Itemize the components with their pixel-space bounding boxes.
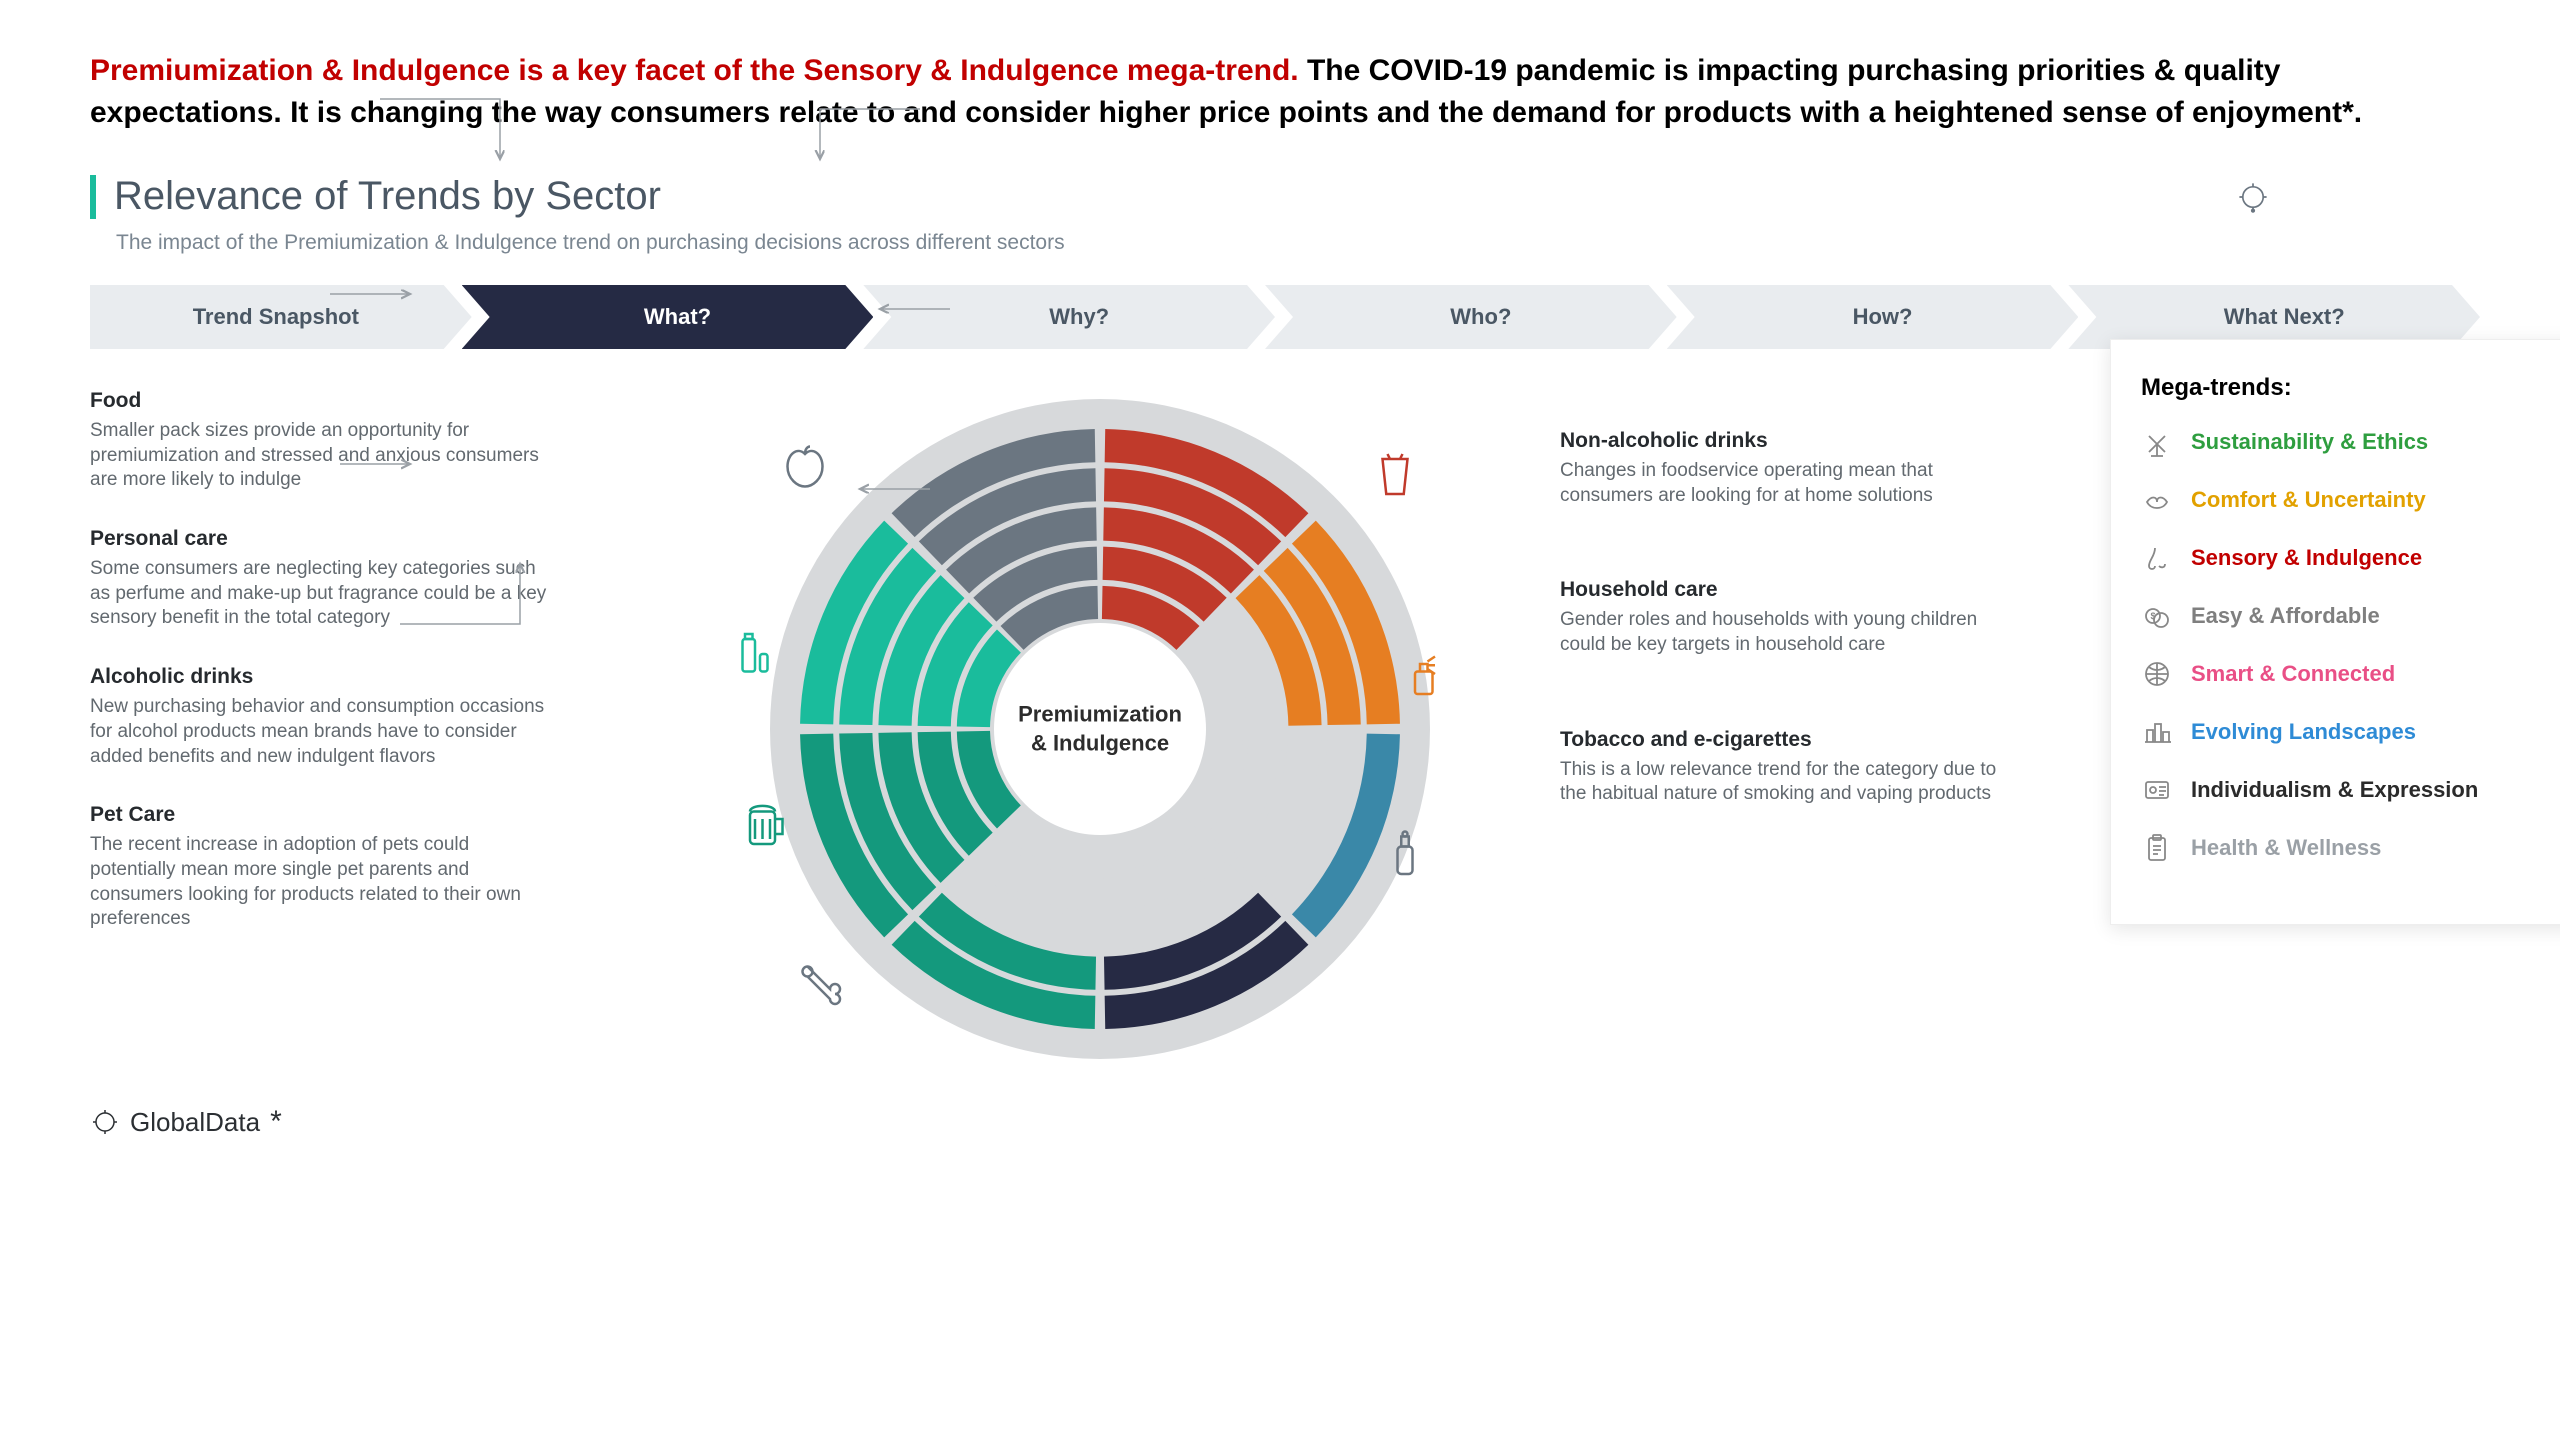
svg-text:$: $ [2150, 611, 2155, 621]
footer-brand: GlobalData [130, 1107, 260, 1138]
mega-trends-title: Mega-trends: [2141, 374, 2559, 402]
globe-icon [2141, 658, 2173, 690]
windmill-icon [2141, 426, 2173, 458]
mega-trend-item: Smart & Connected [2141, 658, 2559, 690]
mega-trend-label: Sustainability & Ethics [2191, 429, 2428, 455]
clipboard-icon [2141, 832, 2173, 864]
sector-title: Non-alcoholic drinks [1560, 429, 2100, 453]
mega-trend-item: Health & Wellness [2141, 832, 2559, 864]
hands-icon [2141, 484, 2173, 516]
spray-icon [1400, 649, 1450, 699]
mega-trend-label: Comfort & Uncertainty [2191, 487, 2426, 513]
accent-bar [90, 175, 96, 219]
globaldata-mark-icon [90, 1107, 120, 1137]
mega-trend-label: Easy & Affordable [2191, 603, 2380, 629]
breadcrumb-item[interactable]: Who? [1265, 285, 1677, 349]
globaldata-icon [2236, 180, 2270, 214]
mega-trend-item: Sensory & Indulgence [2141, 542, 2559, 574]
id-icon [2141, 774, 2173, 806]
footer-logo: GlobalData * [90, 1105, 2470, 1139]
leader-lines [200, 9, 1100, 729]
sector-desc: This is a low relevance trend for the ca… [1560, 758, 2020, 807]
mega-trend-label: Individualism & Expression [2191, 777, 2478, 803]
mega-trend-label: Smart & Connected [2191, 661, 2395, 687]
sectors-right: Non-alcoholic drinks Changes in foodservi… [1560, 369, 2100, 1089]
nose-icon [2141, 542, 2173, 574]
mega-trend-item: $ Easy & Affordable [2141, 600, 2559, 632]
sector-title: Household care [1560, 578, 2100, 602]
sector-desc: Gender roles and households with young c… [1560, 608, 2020, 657]
sector-block: Non-alcoholic drinks Changes in foodservi… [1560, 429, 2100, 508]
mega-trend-item: Individualism & Expression [2141, 774, 2559, 806]
breadcrumb-item[interactable]: How? [1667, 285, 2079, 349]
bone-icon [800, 959, 850, 1009]
bottle-icon [1380, 829, 1430, 879]
sector-block: Pet Care The recent increase in adoption … [90, 803, 640, 932]
sector-block: Tobacco and e-cigarettes This is a low re… [1560, 728, 2100, 807]
sector-desc: Changes in foodservice operating mean th… [1560, 459, 2020, 508]
center-label-2: & Indulgence [1031, 730, 1169, 755]
sector-title: Tobacco and e-cigarettes [1560, 728, 2100, 752]
mega-trend-item: Sustainability & Ethics [2141, 426, 2559, 458]
mega-trend-label: Evolving Landscapes [2191, 719, 2416, 745]
mega-trend-label: Sensory & Indulgence [2191, 545, 2422, 571]
sector-desc: The recent increase in adoption of pets … [90, 833, 550, 932]
cup-icon [1370, 449, 1420, 499]
mega-trend-item: Comfort & Uncertainty [2141, 484, 2559, 516]
mega-trend-label: Health & Wellness [2191, 835, 2381, 861]
mega-trends-panel: Mega-trends: Sustainability & Ethics Comf… [2110, 339, 2560, 925]
beer-icon [740, 799, 790, 849]
coins-icon: $ [2141, 600, 2173, 632]
sector-block: Household care Gender roles and household… [1560, 578, 2100, 657]
wheel-diagram: Premiumization & Indulgence [650, 369, 1550, 1089]
mega-trend-item: Evolving Landscapes [2141, 716, 2559, 748]
footer-asterisk: * [270, 1105, 282, 1139]
city-icon [2141, 716, 2173, 748]
sector-title: Pet Care [90, 803, 640, 827]
